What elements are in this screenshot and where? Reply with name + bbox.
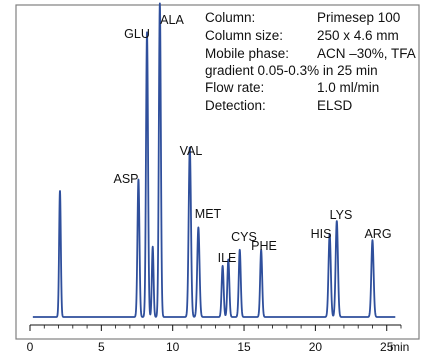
condition-value: 1.0 ml/min bbox=[317, 80, 379, 95]
condition-key: gradient 0.05-0.3% in 25 min bbox=[205, 63, 378, 78]
x-tick-label: 20 bbox=[309, 340, 323, 354]
peak-label-asp: ASP bbox=[113, 172, 138, 186]
x-unit-label: min bbox=[390, 340, 409, 354]
x-tick-label: 10 bbox=[166, 340, 180, 354]
peak-label-glu: GLU bbox=[124, 27, 150, 41]
peak-label-ala: ALA bbox=[160, 13, 184, 27]
condition-value: Primesep 100 bbox=[317, 10, 400, 25]
condition-key: Column size: bbox=[205, 28, 283, 43]
x-axis: 0 5 10 15 20 25 bbox=[27, 324, 402, 354]
condition-key: Mobile phase: bbox=[205, 46, 289, 61]
condition-value: 250 x 4.6 mm bbox=[317, 28, 399, 43]
peak-label-his: HIS bbox=[311, 227, 332, 241]
x-tick-label: 15 bbox=[237, 340, 251, 354]
peak-label-phe: PHE bbox=[251, 239, 277, 253]
peak-label-lys: LYS bbox=[330, 208, 353, 222]
peak-label-arg: ARG bbox=[364, 227, 391, 241]
peak-label-val: VAL bbox=[180, 144, 203, 158]
condition-key: Column: bbox=[205, 10, 255, 25]
x-tick-label: 25 bbox=[380, 340, 394, 354]
plot-frame bbox=[15, 4, 420, 340]
x-tick-label: 0 bbox=[27, 340, 34, 354]
condition-value: ELSD bbox=[317, 98, 353, 113]
x-tick-label: 5 bbox=[98, 340, 105, 354]
peak-label-ile: ILE bbox=[218, 251, 237, 265]
condition-key: Flow rate: bbox=[205, 80, 264, 95]
condition-value: ACN –30%, TFA bbox=[317, 46, 416, 61]
chromatogram-trace bbox=[32, 2, 397, 318]
condition-key: Detection: bbox=[205, 98, 266, 113]
conditions-box: Column: Primesep 100 Column size: 250 x 4.6… bbox=[205, 10, 416, 113]
peak-label-met: MET bbox=[195, 207, 222, 221]
peak-label-cys: CYS bbox=[231, 230, 257, 244]
